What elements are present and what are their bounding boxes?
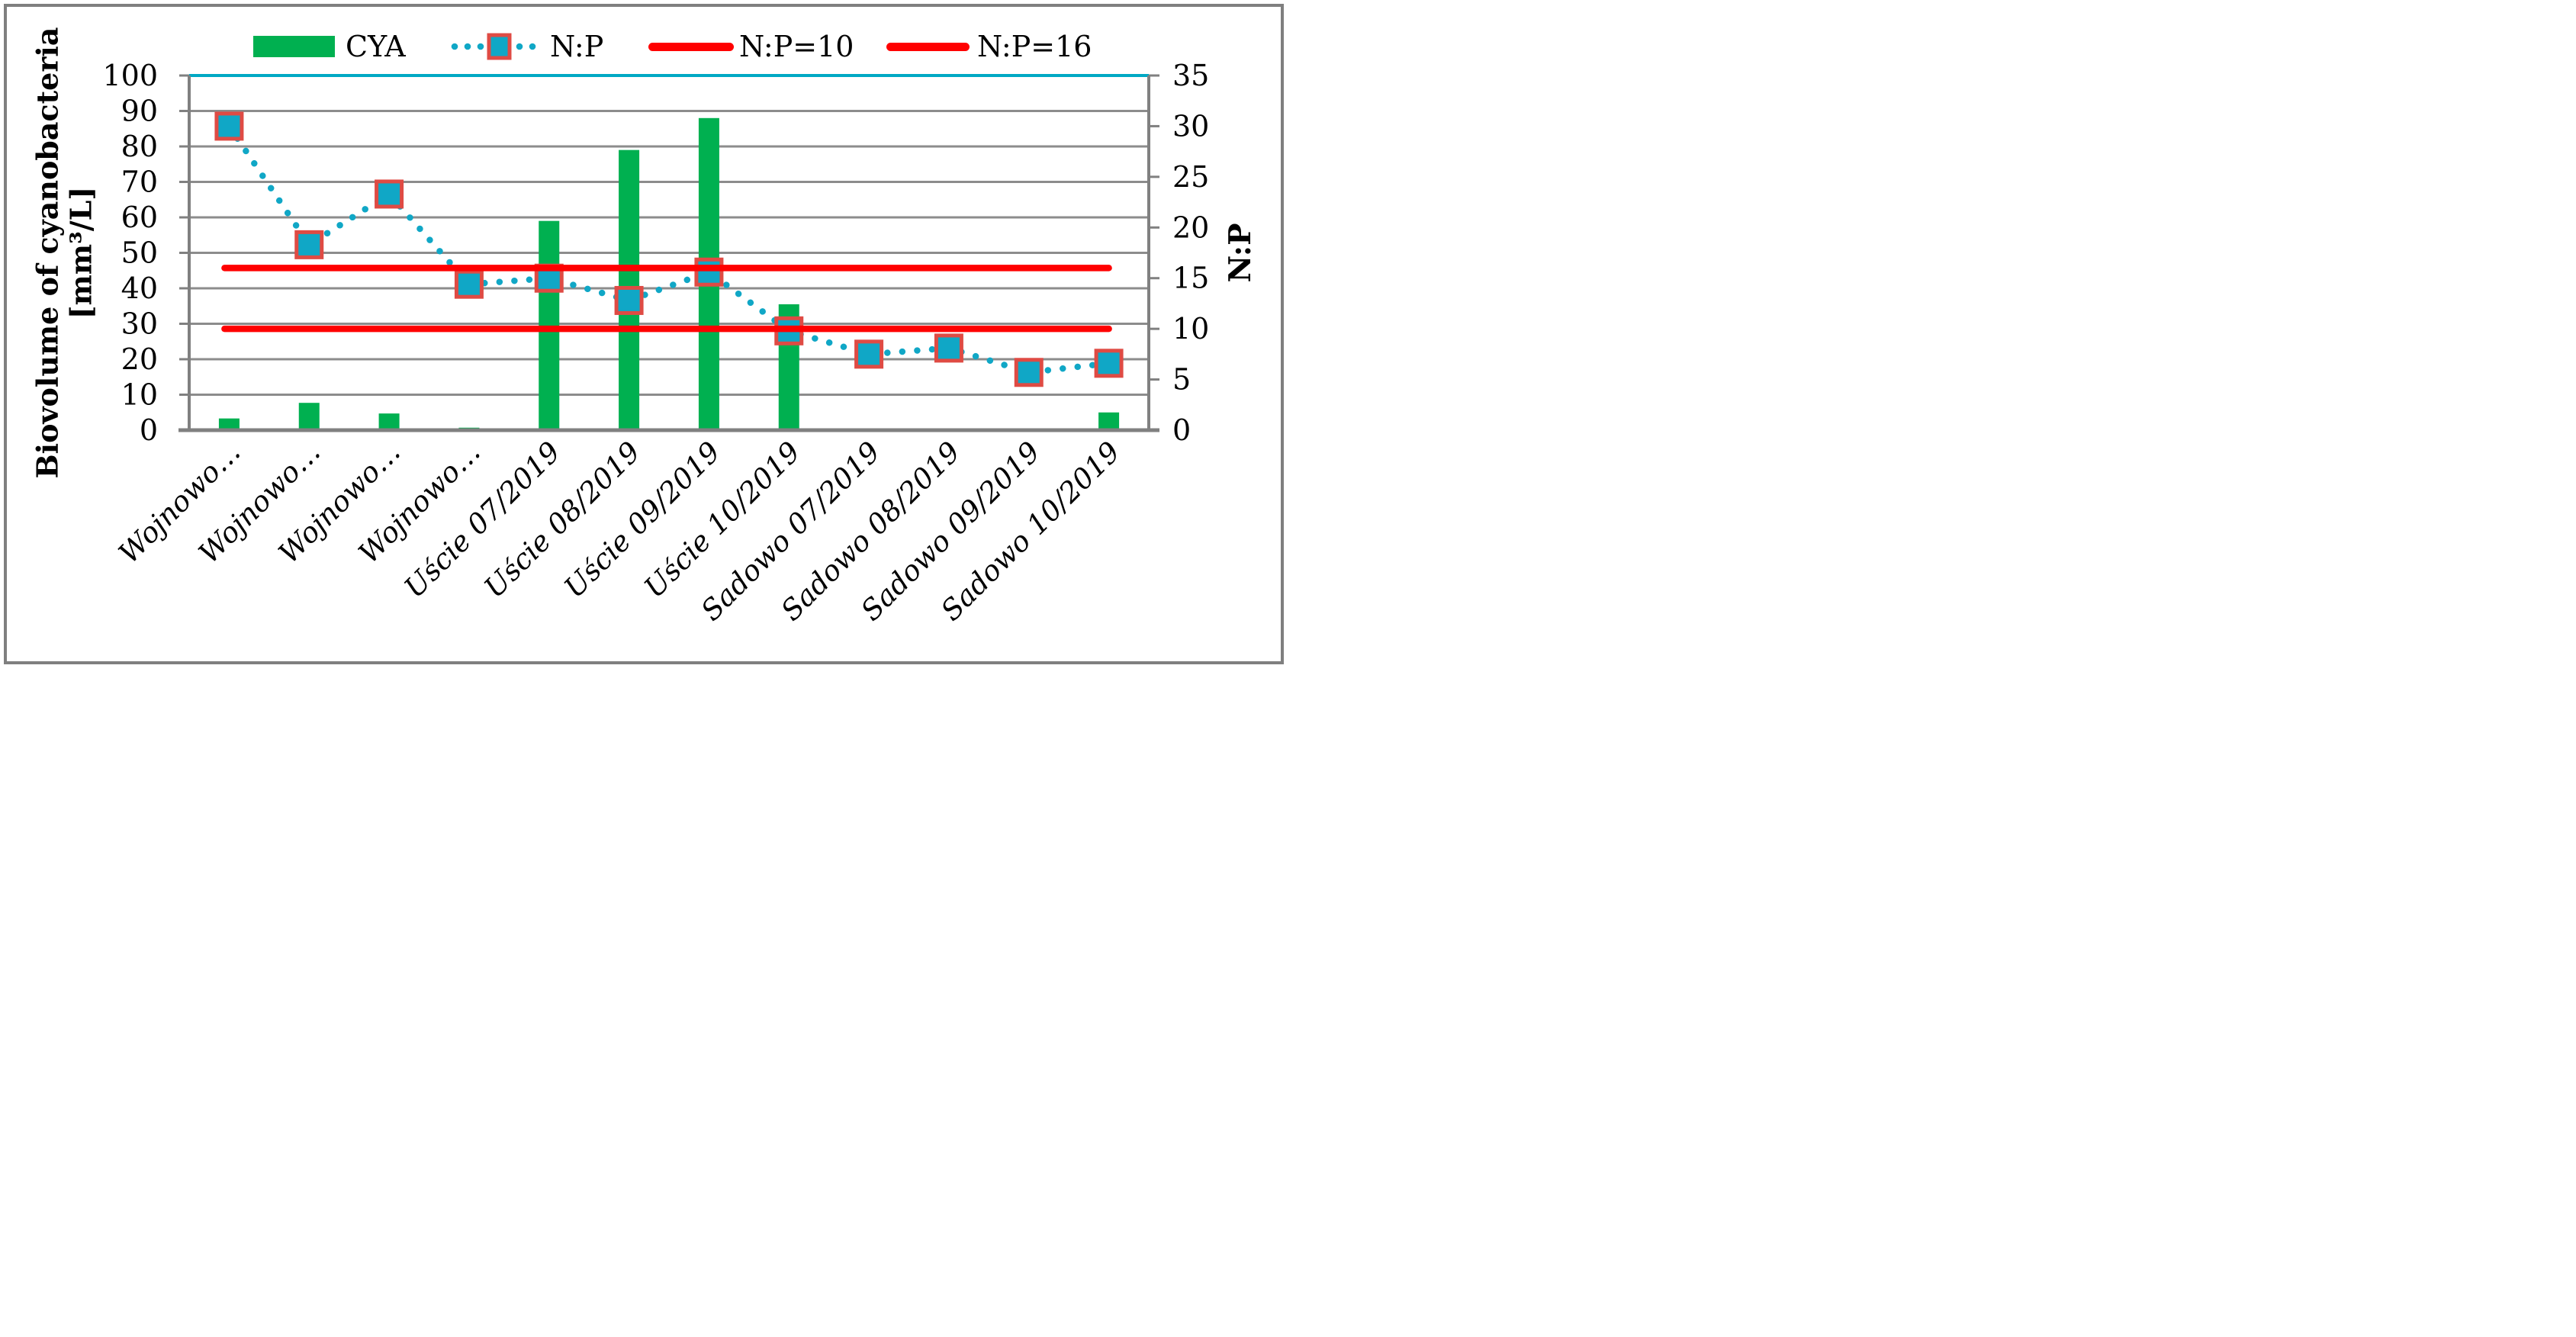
left-axis-tick-label: 80	[121, 130, 158, 163]
left-axis-tick-label: 40	[121, 272, 158, 305]
right-axis-tick-label: 30	[1172, 109, 1209, 143]
np-marker	[454, 269, 484, 299]
np-marker	[214, 111, 244, 141]
right-axis-tick-label: 15	[1172, 262, 1209, 295]
right-axis-tick-label: 25	[1172, 160, 1209, 194]
right-axis-tick-label: 5	[1172, 363, 1191, 397]
np-dotted-line	[226, 123, 1112, 376]
legend-np-swatch	[451, 33, 536, 60]
np-marker	[294, 230, 324, 259]
legend-cya-label: CYA	[346, 30, 406, 63]
legend-square-marker	[487, 33, 512, 60]
left-axis-tick-label: 90	[121, 95, 158, 128]
left-axis-tick-label: 100	[102, 59, 158, 92]
np-marker	[614, 285, 644, 315]
left-axis-tick-label: 50	[121, 236, 158, 270]
legend-np16-label: N:P=16	[977, 30, 1092, 63]
np-marker	[854, 339, 884, 369]
np-marker	[694, 257, 724, 287]
legend-dot	[516, 43, 523, 50]
legend-cya-swatch	[253, 36, 335, 57]
right-axis-tick-label: 10	[1172, 312, 1209, 345]
left-axis-tick-label: 30	[121, 307, 158, 341]
legend-dot	[477, 43, 484, 50]
left-axis-tick-label: 10	[121, 378, 158, 412]
np-marker	[375, 179, 404, 209]
np-marker	[1094, 349, 1124, 378]
np-marker	[934, 333, 963, 363]
legend-np16-swatch	[886, 43, 970, 51]
right-axis-tick-label: 0	[1172, 413, 1191, 447]
right-axis-tick-label: 35	[1172, 59, 1209, 92]
bar-cya	[218, 418, 240, 430]
bar-cya	[539, 220, 560, 430]
right-axis-title: N:P	[1223, 223, 1258, 283]
left-axis-title: Biovolume of cyanobacteria	[31, 27, 65, 479]
legend-np10-swatch	[648, 43, 734, 51]
right-axis-tick-label: 20	[1172, 211, 1209, 244]
np-marker	[1014, 358, 1044, 387]
left-axis-tick-label: 0	[140, 413, 158, 447]
legend-dot	[451, 43, 458, 50]
bar-cya	[1098, 412, 1120, 430]
left-axis-tick-label: 60	[121, 201, 158, 234]
bar-cya	[378, 413, 400, 430]
left-axis-tick-label: 20	[121, 342, 158, 376]
left-axis-tick-label: 70	[121, 166, 158, 199]
legend-np10-label: N:P=10	[739, 30, 854, 63]
bar-cya	[298, 403, 320, 430]
left-axis-title-units: [mm³/L]	[64, 187, 98, 320]
legend-dot	[464, 43, 471, 50]
legend-dot	[529, 43, 536, 50]
combo-chart: 100908070605040302010035302520151050Wojn…	[31, 27, 1259, 628]
legend-np-label: N:P	[550, 30, 604, 63]
